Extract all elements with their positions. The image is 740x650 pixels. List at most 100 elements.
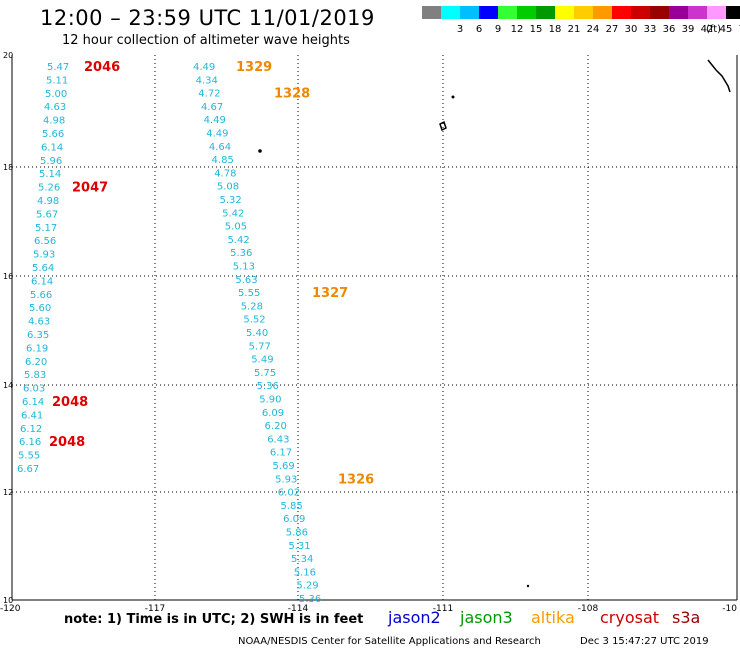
legend-swatch <box>631 6 650 19</box>
legend-swatch <box>479 6 498 19</box>
wave-height-value: 6.09 <box>283 514 305 525</box>
legend-label: 42 <box>701 24 714 35</box>
satellite-name: jason2 <box>388 608 441 627</box>
legend-label: 15 <box>530 24 543 35</box>
wave-height-value: 4.98 <box>37 196 59 207</box>
satellite-name: cryosat <box>600 608 660 627</box>
wave-height-value: 5.55 <box>238 288 260 299</box>
wave-height-value: 5.75 <box>254 368 276 379</box>
legend-label: 70 <box>739 24 740 35</box>
axis-tick-labels: -120 -117 -114 -111 -108 -10 20 18 16 14 12 10 <box>0 51 737 614</box>
pass-time-label: 2047 <box>72 181 108 196</box>
wave-height-value: 6.56 <box>34 236 56 247</box>
wave-height-value: 5.93 <box>275 474 297 485</box>
pass-time-label: 2048 <box>49 435 85 450</box>
wave-height-value: 6.14 <box>22 397 44 408</box>
wave-height-value: 6.09 <box>262 408 284 419</box>
island-outline <box>439 120 447 132</box>
wave-height-value: 5.36 <box>257 381 279 392</box>
legend-swatch <box>593 6 612 19</box>
altimeter-track-left: 5.47 5.11 5.00 4.63 4.98 5.66 6.14 5.96 5.14 5.26… <box>17 60 120 475</box>
wave-height-value: 5.36 <box>299 594 321 605</box>
legend-label: 39 <box>682 24 695 35</box>
footer-date: Dec 3 15:47:27 UTC 2019 <box>580 636 709 647</box>
legend-swatch <box>726 6 740 19</box>
wave-height-value: 5.36 <box>230 248 252 259</box>
wave-height-value: 4.63 <box>28 317 50 328</box>
wave-height-value: 6.35 <box>27 330 49 341</box>
wave-height-value: 5.26 <box>38 183 60 194</box>
legend-swatch <box>555 6 574 19</box>
wave-height-value: 5.00 <box>45 89 67 100</box>
legend-label: 36 <box>663 24 676 35</box>
wave-height-value: 5.77 <box>249 341 271 352</box>
legend-label: 18 <box>549 24 562 35</box>
wave-height-value: 5.29 <box>296 581 318 592</box>
wave-height-value: 5.40 <box>246 328 268 339</box>
legend-label: 24 <box>587 24 600 35</box>
longitude-tick-label: -10 <box>722 604 737 614</box>
latitude-tick-label: 10 <box>3 596 13 605</box>
latitude-tick-label: 20 <box>3 51 13 60</box>
wave-height-value: 5.31 <box>288 541 310 552</box>
longitude-tick-label: -120 <box>0 604 21 614</box>
wave-height-value: 5.32 <box>220 195 242 206</box>
wave-height-value: 5.13 <box>233 262 255 273</box>
wave-height-value: 5.60 <box>29 303 51 314</box>
wave-height-value: 5.86 <box>286 528 308 539</box>
legend-label: 30 <box>625 24 638 35</box>
color-legend: 36912151821242730333639424570(ft) <box>422 6 740 35</box>
coastline-segment <box>707 59 731 93</box>
longitude-tick-label: -114 <box>288 604 309 614</box>
pass-time-label: 2046 <box>84 60 120 75</box>
wave-height-value: 6.67 <box>17 464 39 475</box>
wave-height-value: 4.98 <box>43 116 65 127</box>
wave-height-value: 5.14 <box>39 169 61 180</box>
wave-height-value: 5.08 <box>217 182 239 193</box>
wave-height-value: 5.55 <box>18 451 40 462</box>
satellite-name: jason3 <box>460 608 513 627</box>
legend-swatch <box>460 6 479 19</box>
legend-label: 21 <box>568 24 581 35</box>
latitude-tick-label: 14 <box>3 381 13 390</box>
longitude-tick-label: -117 <box>145 604 165 614</box>
wave-height-value: 5.63 <box>235 275 257 286</box>
wave-height-value: 5.64 <box>32 263 54 274</box>
legend-label: 27 <box>606 24 619 35</box>
wave-height-value: 6.03 <box>23 384 45 395</box>
legend-unit: (ft) <box>706 24 721 35</box>
legend-swatch <box>669 6 688 19</box>
legend-label: 9 <box>495 24 501 35</box>
pass-time-label: 2048 <box>52 395 88 410</box>
legend-swatch <box>517 6 536 19</box>
map-subtitle: 12 hour collection of altimeter wave hei… <box>62 33 350 48</box>
legend-label: 3 <box>457 24 463 35</box>
wave-height-value: 6.02 <box>278 488 300 499</box>
wave-height-value: 5.52 <box>243 315 265 326</box>
legend-swatch <box>536 6 555 19</box>
wave-height-value: 5.34 <box>291 554 313 565</box>
wave-height-value: 5.67 <box>36 209 58 220</box>
footer-credit: NOAA/NESDIS Center for Satellite Applica… <box>238 636 541 647</box>
legend-label: 45 <box>720 24 733 35</box>
wave-height-value: 4.49 <box>206 129 228 140</box>
legend-swatch <box>498 6 517 19</box>
pass-time-label: 1327 <box>312 286 348 301</box>
wave-height-value: 5.42 <box>222 208 244 219</box>
wave-height-value: 4.67 <box>201 102 223 113</box>
island-dot <box>451 95 455 99</box>
wave-height-value: 5.90 <box>259 395 281 406</box>
wave-height-value: 5.11 <box>46 75 68 86</box>
legend-label: 6 <box>476 24 482 35</box>
satellite-name: altika <box>531 608 575 627</box>
altimeter-track-right: 4.49 4.34 4.72 4.67 4.49 4.49 4.64 4.85 4.78 5.08… <box>193 60 374 605</box>
wave-height-value: 6.20 <box>265 421 287 432</box>
footer-note: note: 1) Time is in UTC; 2) SWH is in fe… <box>64 612 364 627</box>
wave-height-value: 5.16 <box>294 567 316 578</box>
wave-height-value: 4.34 <box>196 75 218 86</box>
wave-height-value: 4.63 <box>44 102 66 113</box>
legend-label: 33 <box>644 24 657 35</box>
wave-height-value: 6.17 <box>270 448 292 459</box>
wave-height-value: 6.41 <box>21 410 43 421</box>
